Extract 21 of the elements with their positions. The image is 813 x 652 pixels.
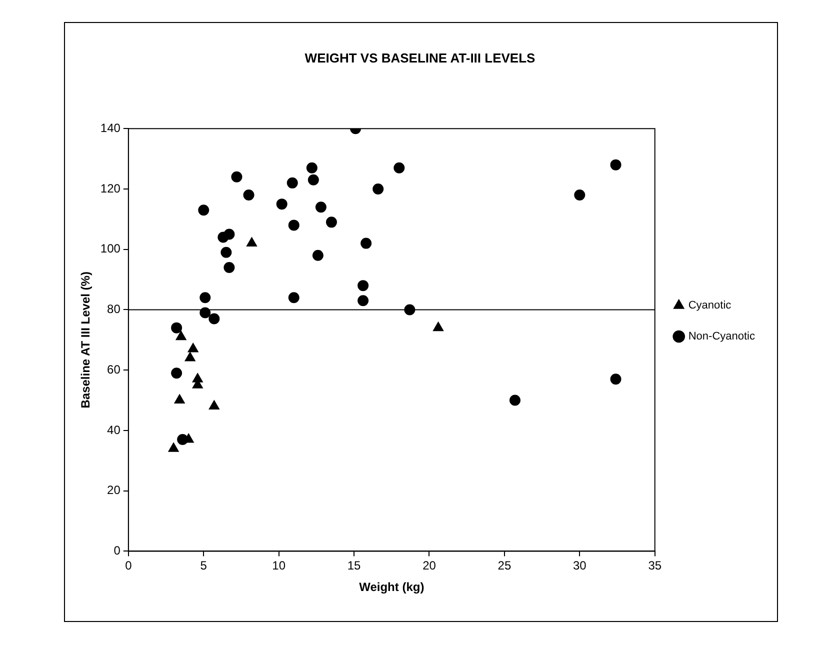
- y-tick-label: 140: [100, 120, 121, 135]
- legend-label: Cyanotic: [688, 300, 732, 312]
- chart-title: WEIGHT VS BASELINE AT-III LEVELS: [304, 50, 536, 66]
- legend-label: Non-Cyanotic: [688, 330, 756, 343]
- x-tick-label: 0: [125, 558, 132, 573]
- y-tick-label: 120: [100, 181, 121, 196]
- y-tick-label: 80: [107, 302, 121, 316]
- y-tick-label: 60: [107, 362, 121, 376]
- y-tick-label: 20: [107, 483, 121, 498]
- x-tick-label: 25: [498, 558, 512, 573]
- x-axis-title: Weight (kg): [359, 580, 424, 594]
- x-tick-label: 35: [648, 558, 662, 573]
- x-tick-label: 30: [572, 558, 587, 573]
- x-tick-label: 10: [272, 558, 286, 573]
- y-axis-title: Baseline AT III Level (%): [78, 272, 93, 408]
- x-tick-label: 15: [347, 558, 362, 573]
- y-tick-label: 100: [100, 242, 121, 256]
- y-tick-label: 40: [107, 422, 121, 437]
- y-tick-label: 0: [114, 544, 121, 558]
- x-tick-label: 20: [422, 558, 436, 573]
- x-tick-label: 5: [200, 558, 208, 573]
